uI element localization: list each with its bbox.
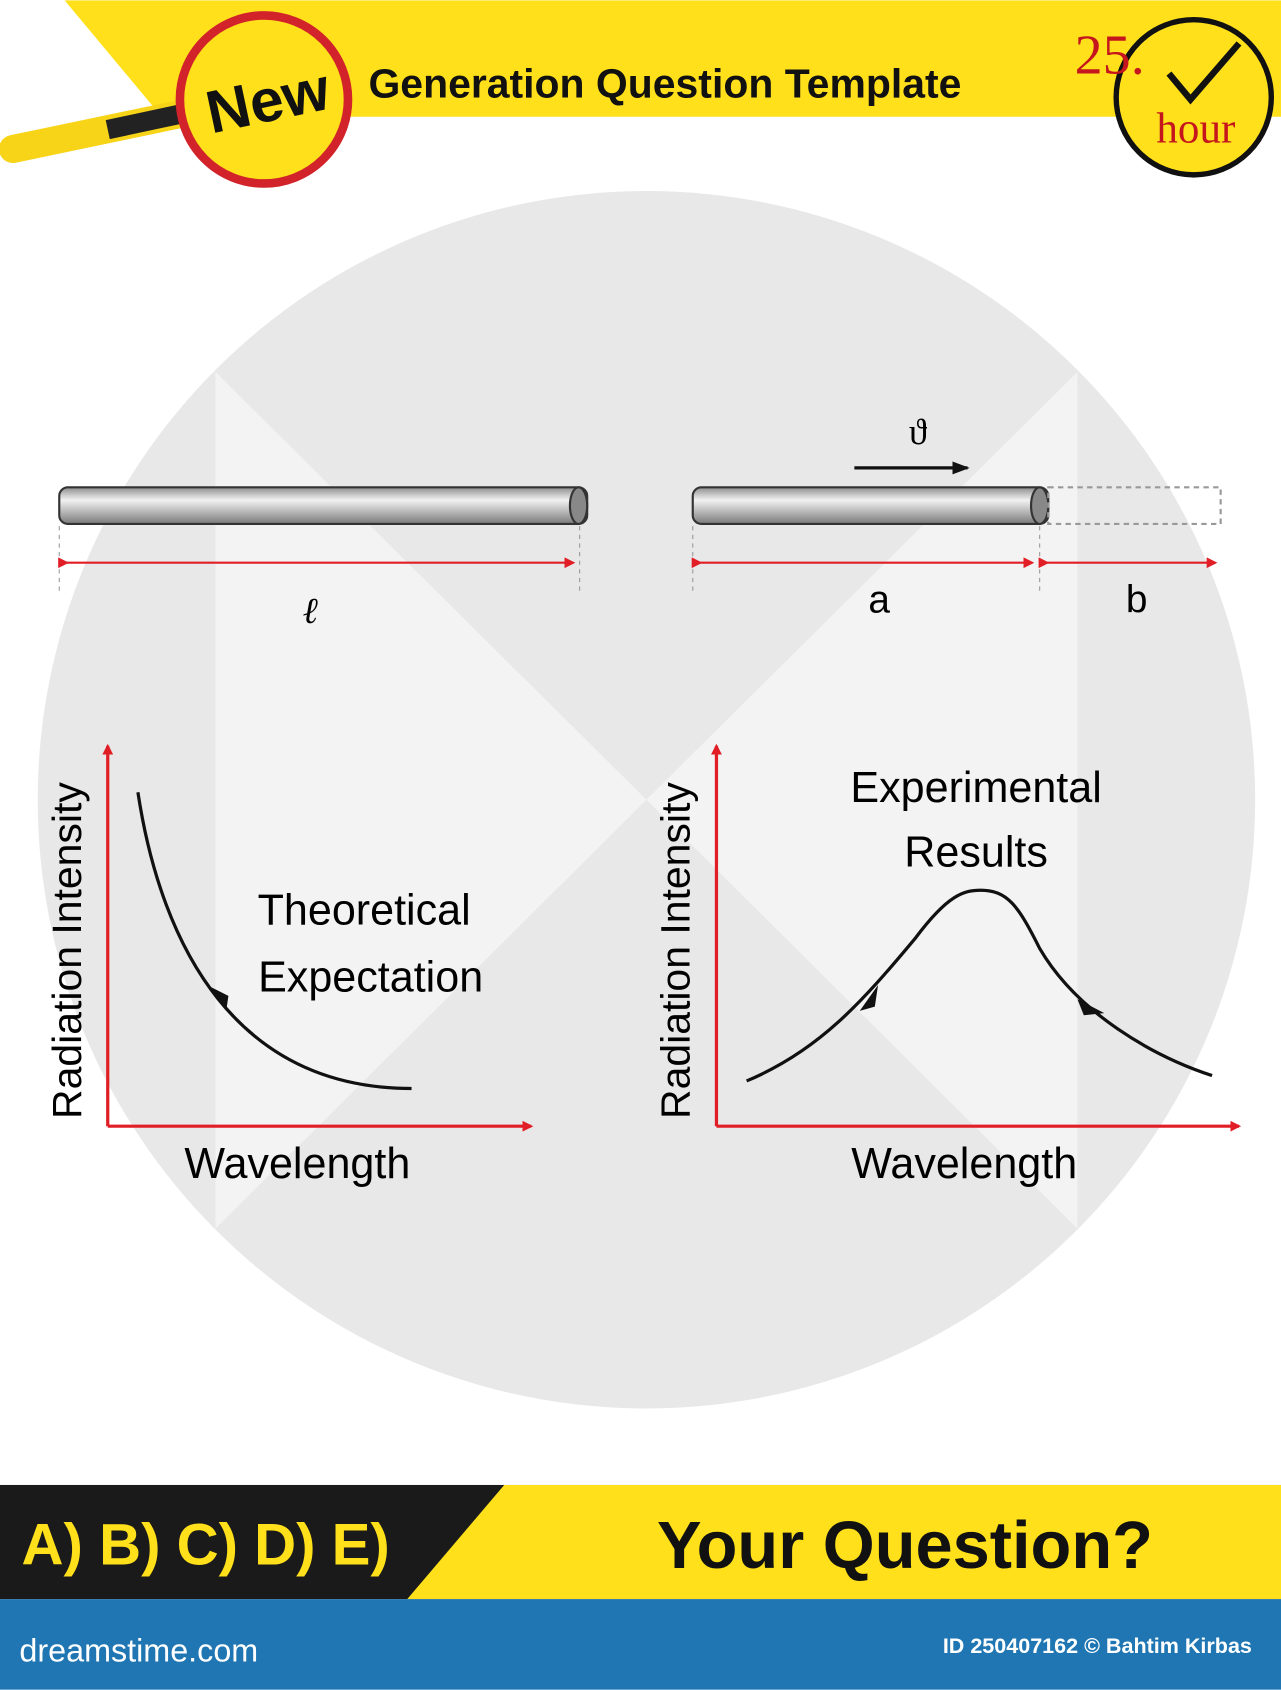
magnifier [175, 11, 353, 188]
curve-label: Results [904, 829, 1048, 877]
curve-arrow [209, 986, 229, 1011]
segment-label: a [868, 578, 890, 621]
rod-right [691, 486, 1050, 526]
rod-left [58, 486, 589, 526]
rod-end [568, 486, 589, 526]
curve-label: Theoretical [258, 887, 471, 935]
rod-extension [1047, 486, 1222, 526]
credit: ID 250407162 © Bahtim Kirbas [943, 1634, 1252, 1658]
clock-unit: hour [1156, 106, 1235, 153]
backdrop-shade [646, 372, 1078, 1229]
question: Your Question? [657, 1509, 1153, 1583]
check [1166, 41, 1242, 105]
clock-number: 25. [1075, 25, 1145, 87]
header-title: Generation Question Template [368, 60, 961, 106]
header-band [64, 0, 1281, 117]
x-label: Wavelength [851, 1140, 1077, 1188]
length-label: ℓ [303, 590, 319, 631]
backdrop-shade [215, 372, 647, 1229]
curve-label: Expectation [258, 954, 483, 1002]
curve-arrow [1077, 999, 1105, 1016]
velocity-label: ϑ [909, 411, 928, 452]
curve-arrow [859, 985, 879, 1011]
footer [0, 1599, 1281, 1690]
segment-label: b [1126, 578, 1148, 621]
x-label: Wavelength [184, 1140, 410, 1188]
curve [745, 888, 1213, 1083]
choices: A) B) C) D) E) [22, 1513, 390, 1578]
curve-label: Experimental [850, 764, 1101, 812]
question-band [407, 1484, 1281, 1600]
magnifier-grip [105, 103, 186, 140]
y-label: Radiation Intensity [44, 782, 90, 1119]
site: dreamstime.com [19, 1633, 258, 1669]
rod-end [1029, 486, 1050, 526]
y-label: Radiation Intensity [653, 782, 699, 1119]
